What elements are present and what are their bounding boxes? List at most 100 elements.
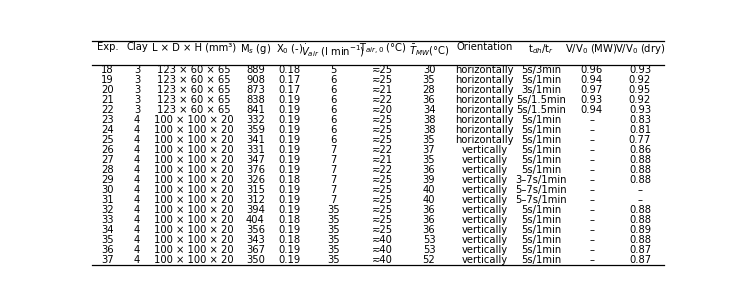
Text: 100 × 100 × 20: 100 × 100 × 20: [154, 245, 234, 255]
Text: ≂40: ≂40: [372, 235, 393, 245]
Text: 35: 35: [327, 245, 339, 255]
Text: ≂25: ≂25: [372, 175, 393, 185]
Text: V/V$_0$ (MW): V/V$_0$ (MW): [565, 42, 618, 56]
Text: ≂22: ≂22: [372, 95, 393, 105]
Text: ≂40: ≂40: [372, 245, 393, 255]
Text: ≂25: ≂25: [372, 215, 393, 225]
Text: 4: 4: [134, 145, 140, 155]
Text: 908: 908: [246, 75, 265, 85]
Text: 0.19: 0.19: [279, 155, 301, 165]
Text: –: –: [589, 245, 594, 255]
Text: t$_{dh}$/t$_r$: t$_{dh}$/t$_r$: [528, 42, 554, 56]
Text: 36: 36: [423, 205, 435, 215]
Text: horizontally: horizontally: [455, 125, 514, 135]
Text: 100 × 100 × 20: 100 × 100 × 20: [154, 235, 234, 245]
Text: 35: 35: [327, 205, 339, 215]
Text: vertically: vertically: [461, 205, 507, 215]
Text: 25: 25: [101, 135, 114, 145]
Text: –: –: [589, 145, 594, 155]
Text: 0.19: 0.19: [279, 225, 301, 235]
Text: 0.17: 0.17: [279, 85, 301, 95]
Text: 30: 30: [423, 65, 435, 75]
Text: 5s/1min: 5s/1min: [521, 75, 562, 85]
Text: 4: 4: [134, 175, 140, 185]
Text: 5s/1min: 5s/1min: [521, 215, 562, 225]
Text: 36: 36: [423, 95, 435, 105]
Text: 100 × 100 × 20: 100 × 100 × 20: [154, 255, 234, 265]
Text: 5–7s/1min: 5–7s/1min: [515, 185, 567, 195]
Text: 5: 5: [330, 65, 337, 75]
Text: 100 × 100 × 20: 100 × 100 × 20: [154, 125, 234, 135]
Text: ≂21: ≂21: [372, 155, 393, 165]
Text: 40: 40: [423, 185, 435, 195]
Text: ≂25: ≂25: [372, 225, 393, 235]
Text: 0.19: 0.19: [279, 245, 301, 255]
Text: 35: 35: [327, 215, 339, 225]
Text: 36: 36: [423, 215, 435, 225]
Text: 52: 52: [423, 255, 435, 265]
Text: 33: 33: [101, 215, 114, 225]
Text: 3: 3: [134, 95, 140, 105]
Text: 0.97: 0.97: [580, 85, 603, 95]
Text: ≂25: ≂25: [372, 115, 393, 125]
Text: 100 × 100 × 20: 100 × 100 × 20: [154, 135, 234, 145]
Text: 5s/1min: 5s/1min: [521, 135, 562, 145]
Text: 0.93: 0.93: [629, 65, 651, 75]
Text: 4: 4: [134, 165, 140, 175]
Text: vertically: vertically: [461, 215, 507, 225]
Text: 0.86: 0.86: [629, 145, 651, 155]
Text: 100 × 100 × 20: 100 × 100 × 20: [154, 185, 234, 195]
Text: 347: 347: [246, 155, 265, 165]
Text: 38: 38: [423, 125, 435, 135]
Text: horizontally: horizontally: [455, 135, 514, 145]
Text: 34: 34: [423, 105, 435, 115]
Text: Clay: Clay: [126, 42, 148, 52]
Text: ≂22: ≂22: [372, 165, 393, 175]
Text: 4: 4: [134, 245, 140, 255]
Text: 100 × 100 × 20: 100 × 100 × 20: [154, 155, 234, 165]
Text: 4: 4: [134, 185, 140, 195]
Text: horizontally: horizontally: [455, 115, 514, 125]
Text: 35: 35: [327, 225, 339, 235]
Text: 315: 315: [246, 185, 265, 195]
Text: ≂40: ≂40: [372, 255, 393, 265]
Text: 343: 343: [246, 235, 265, 245]
Text: horizontally: horizontally: [455, 105, 514, 115]
Text: horizontally: horizontally: [455, 85, 514, 95]
Text: M$_s$ (g): M$_s$ (g): [240, 42, 271, 56]
Text: L × D × H (mm³): L × D × H (mm³): [152, 42, 236, 52]
Text: V/V$_0$ (dry): V/V$_0$ (dry): [615, 42, 665, 56]
Text: 28: 28: [423, 85, 435, 95]
Text: 37: 37: [423, 145, 435, 155]
Text: 37: 37: [101, 255, 114, 265]
Text: 0.19: 0.19: [279, 165, 301, 175]
Text: 0.18: 0.18: [279, 65, 301, 75]
Text: 0.89: 0.89: [629, 225, 651, 235]
Text: vertically: vertically: [461, 195, 507, 205]
Text: 889: 889: [246, 65, 265, 75]
Text: vertically: vertically: [461, 175, 507, 185]
Text: 0.19: 0.19: [279, 195, 301, 205]
Text: 0.92: 0.92: [629, 95, 651, 105]
Text: 7: 7: [330, 145, 337, 155]
Text: 0.94: 0.94: [581, 75, 603, 85]
Text: ≂25: ≂25: [372, 75, 393, 85]
Text: 35: 35: [423, 75, 435, 85]
Text: T$_{air,0}$ (°C): T$_{air,0}$ (°C): [359, 42, 407, 57]
Text: 32: 32: [101, 205, 114, 215]
Text: 4: 4: [134, 225, 140, 235]
Text: 4: 4: [134, 235, 140, 245]
Text: 23: 23: [101, 115, 114, 125]
Text: 0.88: 0.88: [629, 165, 651, 175]
Text: 7: 7: [330, 195, 337, 205]
Text: 3: 3: [134, 105, 140, 115]
Text: 35: 35: [423, 155, 435, 165]
Text: Orientation: Orientation: [456, 42, 512, 52]
Text: 0.92: 0.92: [629, 75, 651, 85]
Text: 7: 7: [330, 165, 337, 175]
Text: –: –: [589, 165, 594, 175]
Text: 6: 6: [330, 75, 337, 85]
Text: –: –: [638, 185, 643, 195]
Text: 0.19: 0.19: [279, 135, 301, 145]
Text: 29: 29: [101, 175, 114, 185]
